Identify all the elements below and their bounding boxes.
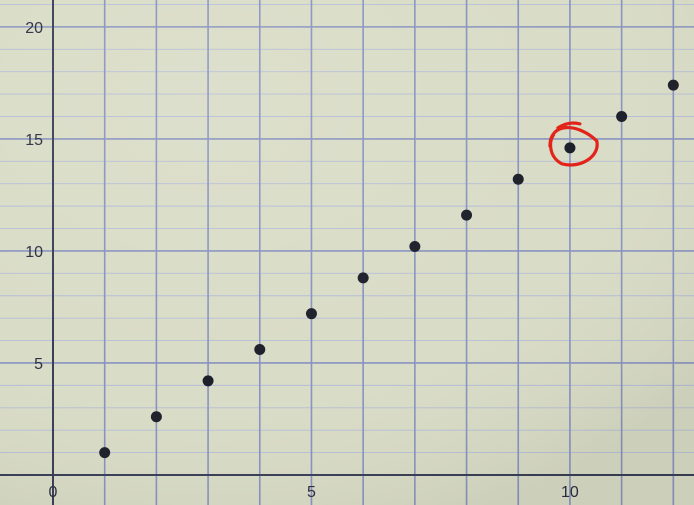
data-point: [306, 308, 317, 319]
x-tick-label: 10: [561, 484, 579, 501]
y-tick-label: 10: [25, 244, 43, 261]
data-point: [668, 80, 679, 91]
data-point: [461, 210, 472, 221]
data-point: [254, 344, 265, 355]
chart-svg: 0 5 10 5 10 15 20: [0, 0, 694, 505]
data-point: [409, 241, 420, 252]
x-tick-label: 0: [49, 484, 58, 501]
x-tick-label: 5: [307, 484, 316, 501]
data-point: [564, 142, 575, 153]
y-tick-label: 15: [25, 132, 43, 149]
data-point: [513, 174, 524, 185]
data-point: [203, 375, 214, 386]
scatter-chart: 0 5 10 5 10 15 20: [0, 0, 694, 505]
data-point: [358, 272, 369, 283]
y-tick-label: 20: [25, 20, 43, 37]
data-point: [616, 111, 627, 122]
data-point: [99, 447, 110, 458]
data-point: [151, 411, 162, 422]
y-tick-label: 5: [34, 356, 43, 373]
